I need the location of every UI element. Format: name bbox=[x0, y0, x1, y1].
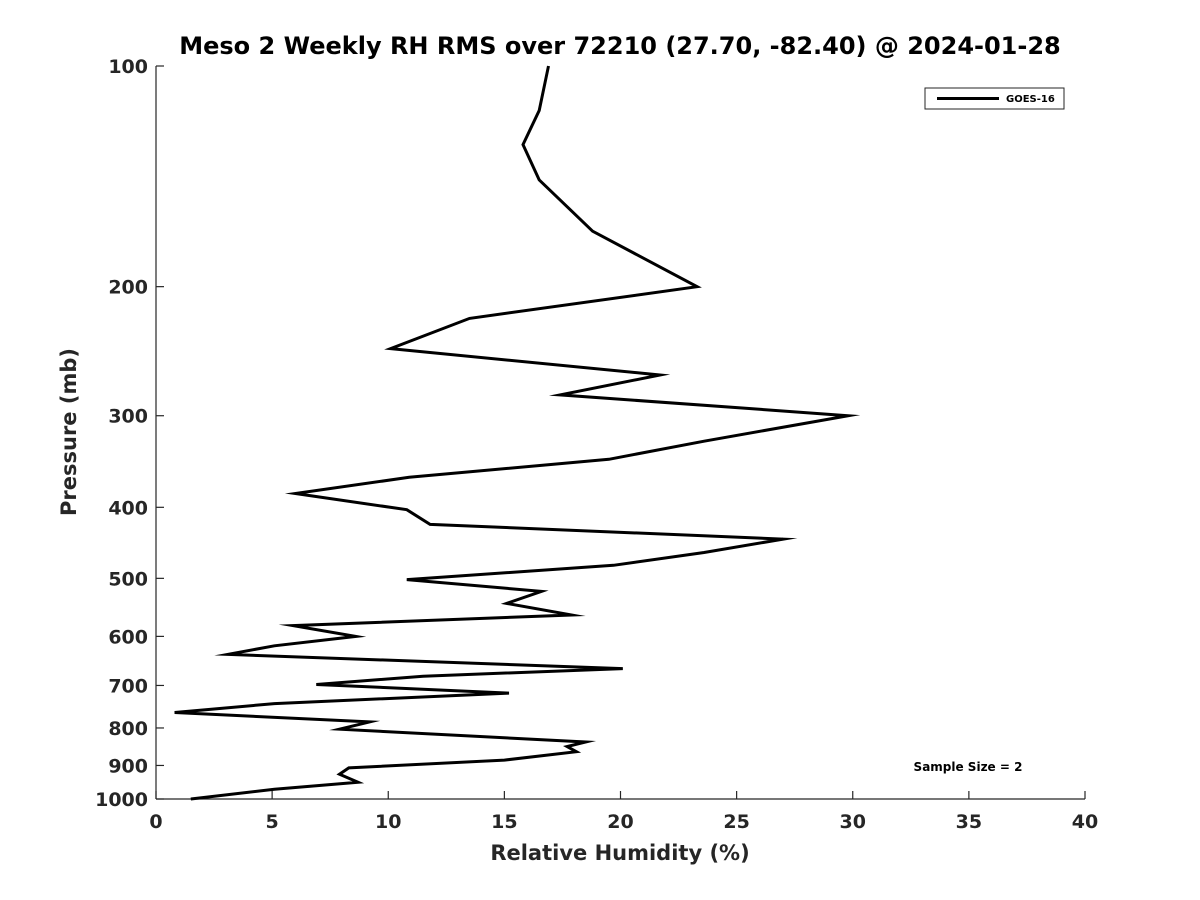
y-tick-label: 900 bbox=[108, 755, 148, 777]
y-tick-label: 200 bbox=[108, 277, 148, 299]
y-ticks: 100 200 300 400 500 600 700 800 900 1000 bbox=[95, 56, 164, 811]
y-tick-label: 1000 bbox=[95, 789, 148, 811]
x-tick-label: 10 bbox=[375, 811, 401, 833]
chart-title: Meso 2 Weekly RH RMS over 72210 (27.70, … bbox=[179, 32, 1061, 60]
series-line-goes-16 bbox=[174, 65, 861, 801]
y-tick-label: 100 bbox=[108, 56, 148, 78]
y-tick-label: 400 bbox=[108, 497, 148, 519]
x-tick-label: 30 bbox=[840, 811, 866, 833]
x-tick-label: 5 bbox=[266, 811, 279, 833]
y-tick-label: 600 bbox=[108, 626, 148, 648]
x-tick-label: 0 bbox=[149, 811, 162, 833]
legend-entry-label: GOES-16 bbox=[1006, 94, 1055, 105]
x-tick-label: 25 bbox=[723, 811, 749, 833]
y-tick-label: 300 bbox=[108, 406, 148, 428]
x-tick-label: 35 bbox=[956, 811, 982, 833]
x-tick-label: 15 bbox=[491, 811, 517, 833]
x-axis-label: Relative Humidity (%) bbox=[490, 841, 749, 865]
y-axis-label: Pressure (mb) bbox=[57, 348, 81, 516]
y-tick-label: 800 bbox=[108, 718, 148, 740]
x-tick-label: 20 bbox=[607, 811, 633, 833]
y-tick-label: 500 bbox=[108, 568, 148, 590]
legend: GOES-16 bbox=[924, 87, 1065, 110]
x-ticks: 0 5 10 15 20 25 30 35 40 bbox=[149, 791, 1098, 833]
sample-size-annotation: Sample Size = 2 bbox=[914, 760, 1023, 774]
x-tick-label: 40 bbox=[1072, 811, 1098, 833]
y-tick-label: 700 bbox=[108, 675, 148, 697]
series-layer bbox=[174, 65, 861, 801]
